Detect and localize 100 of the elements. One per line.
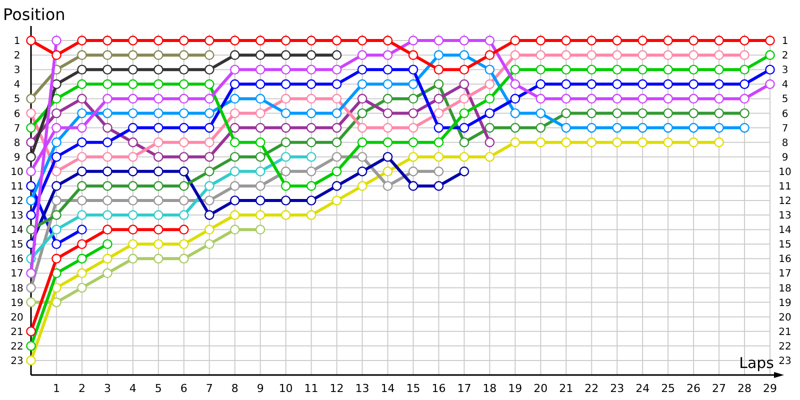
x-tick-label: 15 [406,382,420,395]
point [230,166,240,176]
point [408,36,418,46]
x-tick-label: 20 [534,382,548,395]
point [357,64,368,75]
point [178,239,189,250]
point [255,137,266,148]
y2-tick-label: 21 [778,326,792,338]
point [306,36,316,46]
y2-tick-label: 20 [778,312,792,324]
x-tick-label: 25 [661,382,676,395]
point [77,152,87,162]
point [230,152,240,162]
point [306,196,316,206]
point [357,50,368,60]
point [484,108,495,118]
point [102,268,112,278]
point [434,94,444,104]
point [178,36,189,46]
point [638,94,648,104]
point [178,224,189,234]
point [408,108,418,118]
point [255,181,266,191]
point [178,181,189,191]
point [663,36,673,46]
point [357,152,368,162]
point [154,50,164,60]
point [459,94,470,104]
point [128,64,138,75]
y2-tick-label: 7 [782,123,788,134]
point [612,137,622,148]
point [230,224,240,234]
y2-tick-label: 2 [782,50,788,62]
point [740,64,750,75]
point [484,64,495,75]
point [77,196,87,206]
y-tick-label: 4 [14,80,20,91]
point [357,122,368,133]
y-tick-label: 17 [10,268,24,280]
point [204,108,214,118]
point [459,152,470,162]
point [26,356,36,366]
point [26,36,36,46]
point [510,122,520,133]
point [306,64,316,75]
point [154,239,164,250]
point [663,108,673,118]
point [484,50,495,60]
point [459,50,470,60]
point [26,94,36,104]
point [102,108,112,118]
x-tick-label: 9 [256,382,264,395]
point [306,137,316,148]
point [178,137,189,148]
y-tick-label: 19 [10,298,24,309]
point [178,94,189,104]
point [561,79,572,90]
point [459,79,470,90]
point [408,181,418,191]
point [255,108,266,118]
point [280,36,291,46]
point [52,181,62,191]
point [408,64,418,75]
point [102,36,112,46]
point [178,79,189,90]
point [688,36,698,46]
point [52,50,62,60]
y-tick-label: 21 [10,326,24,338]
point [154,122,164,133]
point [52,196,62,206]
point [154,254,164,264]
point [255,210,266,220]
point [510,50,520,60]
point [77,166,87,176]
point [740,79,750,90]
point [459,108,470,118]
point [154,196,164,206]
point [332,64,342,75]
point [204,64,214,75]
point [102,210,112,220]
point [280,64,291,75]
x-tick-label: 1 [52,382,60,395]
point [382,50,393,60]
x-tick-label: 8 [231,382,238,395]
point [77,268,87,278]
point [408,50,418,60]
point [26,326,36,336]
point [638,108,648,118]
point [306,181,316,191]
x-tick-label: 26 [686,382,701,395]
point [510,64,520,75]
point [154,94,164,104]
point [77,224,87,234]
point [178,196,189,206]
point [154,79,164,90]
point [434,181,444,191]
point [178,122,189,133]
point [230,196,240,206]
point [255,122,266,133]
point [255,152,266,162]
